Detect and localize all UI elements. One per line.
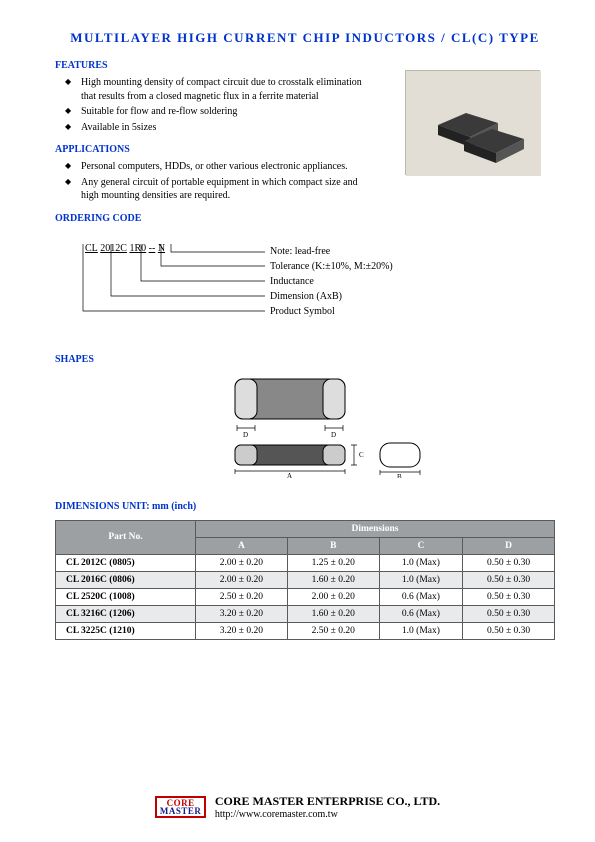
table-cell: 0.50 ± 0.30 (463, 622, 555, 639)
company-url: http://www.coremaster.com.tw (215, 809, 440, 820)
list-item: High mounting density of compact circuit… (65, 76, 375, 103)
table-head-col: C (379, 537, 462, 554)
table-head-group: Dimensions (195, 520, 554, 537)
table-cell: 1.60 ± 0.20 (287, 571, 379, 588)
table-cell: 0.6 (Max) (379, 588, 462, 605)
table-cell: 1.0 (Max) (379, 554, 462, 571)
table-row: CL 2012C (0805)2.00 ± 0.201.25 ± 0.201.0… (56, 554, 555, 571)
table-cell: 2.50 ± 0.20 (287, 622, 379, 639)
table-cell: 2.00 ± 0.20 (287, 588, 379, 605)
table-cell: 2.00 ± 0.20 (195, 571, 287, 588)
table-row: CL 2016C (0806)2.00 ± 0.201.60 ± 0.201.0… (56, 571, 555, 588)
table-cell-part: CL 2520C (1008) (56, 588, 196, 605)
list-item: Suitable for flow and re-flow soldering (65, 105, 375, 119)
table-cell: 2.00 ± 0.20 (195, 554, 287, 571)
table-head-col: A (195, 537, 287, 554)
dimensions-table: Part No. Dimensions A B C D CL 2012C (08… (55, 520, 555, 640)
table-cell-part: CL 2012C (0805) (56, 554, 196, 571)
dimensions-heading: DIMENSIONS UNIT: mm (inch) (55, 501, 555, 512)
shapes-diagram: D D A C B (55, 373, 555, 481)
table-cell: 0.50 ± 0.30 (463, 605, 555, 622)
product-photo (405, 70, 540, 175)
table-cell-part: CL 3225C (1210) (56, 622, 196, 639)
table-cell: 1.60 ± 0.20 (287, 605, 379, 622)
table-cell: 0.50 ± 0.30 (463, 588, 555, 605)
company-logo: CORE MASTER (155, 796, 207, 818)
table-head-col: B (287, 537, 379, 554)
table-cell-part: CL 2016C (0806) (56, 571, 196, 588)
table-cell: 1.0 (Max) (379, 622, 462, 639)
table-cell: 3.20 ± 0.20 (195, 622, 287, 639)
list-item: Personal computers, HDDs, or other vario… (65, 160, 375, 174)
ordering-notes: Note: lead-free Tolerance (K:±10%, M:±20… (270, 244, 393, 319)
shapes-heading: SHAPES (55, 354, 555, 365)
footer: CORE MASTER CORE MASTER ENTERPRISE CO., … (0, 794, 595, 820)
company-name: CORE MASTER ENTERPRISE CO., LTD. http://… (215, 794, 440, 820)
table-cell: 1.0 (Max) (379, 571, 462, 588)
svg-text:D: D (243, 431, 248, 439)
svg-text:D: D (331, 431, 336, 439)
table-head-col: D (463, 537, 555, 554)
table-cell: 3.20 ± 0.20 (195, 605, 287, 622)
svg-text:C: C (359, 451, 364, 459)
list-item: Available in 5sizes (65, 121, 375, 135)
table-head-part: Part No. (56, 520, 196, 554)
table-row: CL 3216C (1206)3.20 ± 0.201.60 ± 0.200.6… (56, 605, 555, 622)
table-row: CL 2520C (1008)2.50 ± 0.202.00 ± 0.200.6… (56, 588, 555, 605)
ordering-heading: ORDERING CODE (55, 213, 555, 224)
table-cell: 2.50 ± 0.20 (195, 588, 287, 605)
ordering-diagram: CL 2012C 1R0 -- N Note: lead-free Tolera… (75, 232, 555, 342)
table-cell: 0.6 (Max) (379, 605, 462, 622)
table-cell: 0.50 ± 0.30 (463, 554, 555, 571)
svg-text:B: B (397, 473, 402, 478)
page-title: MULTILAYER HIGH CURRENT CHIP INDUCTORS /… (55, 30, 555, 46)
list-item: Any general circuit of portable equipmen… (65, 176, 375, 203)
table-cell-part: CL 3216C (1206) (56, 605, 196, 622)
table-cell: 0.50 ± 0.30 (463, 571, 555, 588)
svg-text:A: A (287, 472, 292, 478)
table-row: CL 3225C (1210)3.20 ± 0.202.50 ± 0.201.0… (56, 622, 555, 639)
table-cell: 1.25 ± 0.20 (287, 554, 379, 571)
